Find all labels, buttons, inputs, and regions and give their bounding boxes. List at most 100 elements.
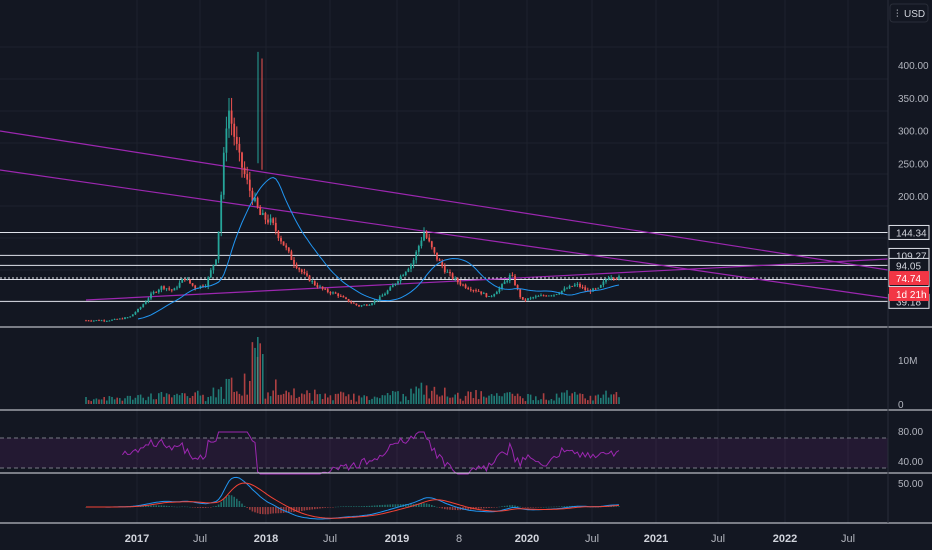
macd-histogram-bar [566,506,568,507]
volume-bar [576,394,579,404]
volume-bar [298,396,300,404]
candle-body [345,297,347,299]
macd-histogram-bar [540,507,542,508]
candle-body [615,278,618,280]
macd-histogram-bar [444,507,446,510]
volume-bar [485,397,488,404]
macd-histogram-bar [358,506,360,507]
macd-histogram-bar [147,505,150,507]
macd-histogram-bar [329,507,332,508]
ma-line [137,176,620,320]
candle-body [490,296,493,297]
candle-body [92,320,95,322]
candle-body [144,301,147,305]
macd-histogram-bar [381,504,384,507]
volume-bar [605,390,607,404]
volume-bar [233,391,235,404]
candle-body [160,286,163,290]
macd-histogram-bar [548,506,550,508]
candle-body [558,293,561,295]
candle-body [152,291,155,294]
candle-body [282,241,285,246]
candle-body [563,288,566,291]
candle-body [521,297,524,300]
macd-histogram-bar [438,507,441,508]
volume-bar [410,388,412,404]
candle-body [316,285,319,288]
grid-lines [0,0,888,523]
candle-body [420,240,423,247]
macd-histogram-bar [457,507,459,511]
macd-histogram-bar [480,507,482,509]
trendline-lower [0,169,889,299]
candle-body [443,266,446,273]
macd-histogram-bar [238,501,241,507]
macd-histogram-bar [501,506,503,507]
macd-histogram-bar [345,506,347,507]
volume-bar [223,398,225,404]
volume-bar [420,382,423,404]
volume-bar [121,400,124,404]
volume-bar [503,393,506,404]
horizontal-levels [0,231,888,302]
currency-button[interactable]: ⫶ USD [889,3,929,23]
volume-bar [277,394,280,404]
macd-histogram-bar [160,505,163,507]
macd-histogram-bar [420,503,423,507]
volume-bar [373,396,376,404]
macd-histogram-bar [553,506,555,508]
candle-body [610,277,613,279]
level-label: 94.05 [896,261,921,272]
candle-body [248,179,251,191]
candle-body [436,252,438,260]
volume-bar [449,397,451,404]
candle-body [306,273,308,276]
candle-body [376,300,379,301]
candle-body [464,284,467,288]
macd-histogram-bar [262,507,264,515]
volume-bar [566,390,568,404]
candle-body [280,238,282,242]
candle-body [113,318,116,320]
candle-body [150,293,152,299]
macd-histogram-bar [428,504,430,507]
candle-body [259,207,262,215]
volume-bar [368,400,371,404]
volume-bar [610,394,612,404]
candle-body [534,296,537,298]
candle-body [597,287,600,289]
price-badge-label: 1d 21h [896,290,927,301]
macd-histogram-bar [368,505,371,507]
volume-bar [584,398,586,404]
volume-bar [462,400,464,404]
volume-bar [236,391,238,404]
candle-body [293,259,295,265]
volume-bar [436,394,438,404]
currency-icon: ⫶ [896,9,899,20]
macd-histogram-bar [532,507,534,508]
volume-bar [147,396,150,404]
macd-histogram-bar [150,505,152,507]
volume-bar [602,394,605,404]
candle-body [488,296,490,297]
candle-body [438,259,441,261]
candle-body [165,288,168,290]
volume-tick-label: 0 [898,400,904,411]
volume-bar [493,395,495,404]
macd-histogram-bar [563,506,566,507]
candle-body [537,296,540,297]
volume-bar [269,396,272,404]
macd-histogram-bar [371,505,373,507]
macd-histogram-bar [215,505,217,507]
macd-histogram-bar [568,505,571,507]
candle-body [233,123,236,137]
macd-histogram-bar [228,495,230,507]
volume-bar [366,396,368,404]
macd-histogram-bar [311,507,313,510]
candle-body [324,288,327,290]
candle-body [241,152,243,168]
candle-body [142,304,145,308]
volume-bar [470,391,472,404]
volume-bar [228,379,230,404]
candle-body [553,294,555,296]
